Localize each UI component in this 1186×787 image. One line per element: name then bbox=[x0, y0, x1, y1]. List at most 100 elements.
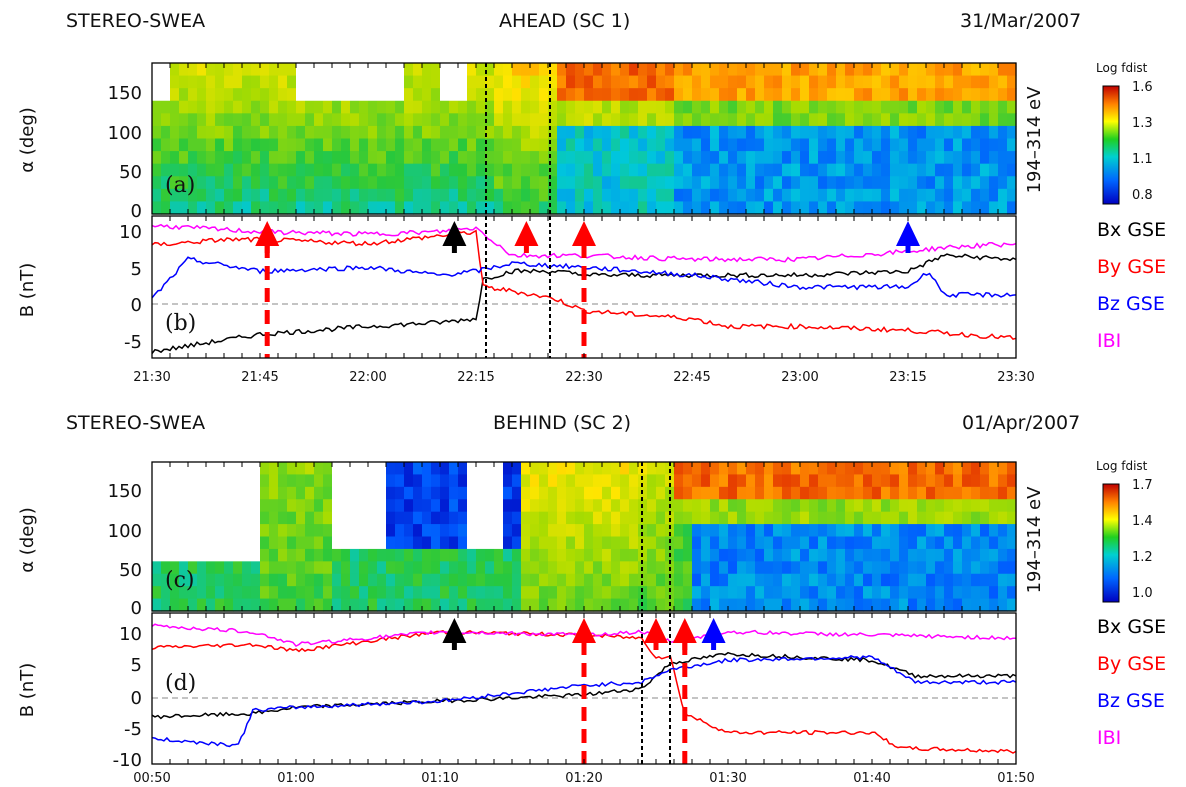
heatmap-c-cell-34-9 bbox=[458, 573, 468, 587]
heatmap-a-cell-30-6 bbox=[422, 138, 432, 152]
heatmap-a-cell-18-8 bbox=[314, 163, 324, 177]
heatmap-a-cell-88-8 bbox=[944, 163, 954, 177]
heatmap-c-cell-26-5 bbox=[386, 524, 396, 538]
heatmap-a-cell-41-3 bbox=[521, 100, 531, 114]
heatmap-a-cell-20-3 bbox=[332, 100, 342, 114]
heatmap-c-cell-39-3 bbox=[503, 499, 513, 513]
heatmap-c-cell-23-3 bbox=[359, 499, 369, 513]
heatmap-a-cell-39-6 bbox=[503, 138, 513, 152]
heatmap-a-cell-12-6 bbox=[260, 138, 270, 152]
heatmap-c-cell-53-10 bbox=[629, 586, 639, 600]
heatmap-c-cell-67-5 bbox=[755, 524, 765, 538]
heatmap-c-cell-15-1 bbox=[287, 474, 297, 488]
panel-b-arrow-3 bbox=[572, 221, 596, 246]
heatmap-c-cell-22-5 bbox=[350, 524, 360, 538]
heatmap-c-cell-9-8 bbox=[233, 561, 243, 575]
heatmap-a-cell-38-8 bbox=[494, 163, 504, 177]
heatmap-c-cell-24-1 bbox=[368, 474, 378, 488]
heatmap-a-cell-38-11 bbox=[494, 201, 504, 215]
heatmap-a-cell-82-0 bbox=[890, 63, 900, 77]
heatmap-a-cell-48-11 bbox=[584, 201, 594, 215]
heatmap-c-cell-89-10 bbox=[953, 586, 963, 600]
heatmap-a-cell-58-9 bbox=[674, 176, 684, 190]
heatmap-c-cell-37-2 bbox=[485, 486, 495, 500]
heatmap-c-cell-69-1 bbox=[773, 474, 783, 488]
heatmap-c-cell-11-5 bbox=[251, 524, 261, 538]
heatmap-a-cell-29-6 bbox=[413, 138, 423, 152]
heatmap-c-cell-3-6 bbox=[179, 536, 189, 550]
heatmap-a-cell-26-8 bbox=[386, 163, 396, 177]
heatmap-c-cell-69-4 bbox=[773, 511, 783, 525]
heatmap-c-cell-78-0 bbox=[854, 462, 864, 476]
heatmap-c-cell-38-5 bbox=[494, 524, 504, 538]
heatmap-a-cell-43-11 bbox=[539, 201, 549, 215]
heatmap-a-cell-91-1 bbox=[971, 75, 981, 89]
heatmap-c-cell-23-5 bbox=[359, 524, 369, 538]
heatmap-c-cell-7-8 bbox=[215, 561, 225, 575]
heatmap-a-cell-5-8 bbox=[197, 163, 207, 177]
heatmap-c-cell-9-0 bbox=[233, 462, 243, 476]
heatmap-a-cell-42-8 bbox=[530, 163, 540, 177]
heatmap-a-cell-94-8 bbox=[998, 163, 1008, 177]
heatmap-c-cell-48-7 bbox=[584, 548, 594, 562]
heatmap-c-cell-72-11 bbox=[800, 598, 810, 612]
heatmap-c-cell-11-8 bbox=[251, 561, 261, 575]
heatmap-c-cell-80-11 bbox=[872, 598, 882, 612]
heatmap-a-cell-24-11 bbox=[368, 201, 378, 215]
heatmap-a-cell-5-1 bbox=[197, 75, 207, 89]
heatmap-c-cell-80-1 bbox=[872, 474, 882, 488]
heatmap-a-cell-93-11 bbox=[989, 201, 999, 215]
heatmap-a-cell-59-7 bbox=[683, 151, 693, 165]
heatmap-c-cell-37-6 bbox=[485, 536, 495, 550]
heatmap-c-cell-56-10 bbox=[656, 586, 666, 600]
heatmap-c-cell-80-4 bbox=[872, 511, 882, 525]
heatmap-c-cell-15-2 bbox=[287, 486, 297, 500]
ytick-d-5: 5 bbox=[131, 655, 142, 676]
heatmap-a-cell-21-0 bbox=[341, 63, 351, 77]
heatmap-c-cell-77-8 bbox=[845, 561, 855, 575]
heatmap-c-cell-63-1 bbox=[719, 474, 729, 488]
heatmap-a-cell-44-7 bbox=[548, 151, 558, 165]
heatmap-a-cell-0-4 bbox=[152, 113, 162, 127]
panel-d-arrow-stem-3 bbox=[682, 642, 688, 650]
heatmap-c-cell-18-8 bbox=[314, 561, 324, 575]
heatmap-a-cell-87-7 bbox=[935, 151, 945, 165]
heatmap-c-cell-53-1 bbox=[629, 474, 639, 488]
heatmap-c-cell-32-6 bbox=[440, 536, 450, 550]
heatmap-a-cell-67-9 bbox=[755, 176, 765, 190]
heatmap-c-cell-14-0 bbox=[278, 462, 288, 476]
heatmap-a-cell-80-7 bbox=[872, 151, 882, 165]
heatmap-a-cell-95-10 bbox=[1007, 188, 1017, 203]
heatmap-c-cell-20-5 bbox=[332, 524, 342, 538]
heatmap-a-cell-12-8 bbox=[260, 163, 270, 177]
heatmap-a-cell-59-8 bbox=[683, 163, 693, 177]
heatmap-c-cell-87-9 bbox=[935, 573, 945, 587]
legend-b-bz: Bz GSE bbox=[1097, 293, 1165, 315]
heatmap-a-cell-64-10 bbox=[728, 188, 738, 203]
heatmap-a-cell-85-10 bbox=[917, 188, 927, 203]
heatmap-a-cell-91-4 bbox=[971, 113, 981, 127]
heatmap-a-cell-78-8 bbox=[854, 163, 864, 177]
heatmap-c-cell-84-7 bbox=[908, 548, 918, 562]
heatmap-c-cell-71-9 bbox=[791, 573, 801, 587]
heatmap-a-cell-75-10 bbox=[827, 188, 837, 203]
heatmap-c-cell-60-6 bbox=[692, 536, 702, 550]
heatmap-c-cell-77-7 bbox=[845, 548, 855, 562]
heatmap-c-cell-61-9 bbox=[701, 573, 711, 587]
heatmap-a-cell-59-0 bbox=[683, 63, 693, 77]
heatmap-a-cell-29-5 bbox=[413, 125, 423, 140]
heatmap-c-cell-53-2 bbox=[629, 486, 639, 500]
heatmap-c-cell-38-6 bbox=[494, 536, 504, 550]
heatmap-a-cell-53-7 bbox=[629, 151, 639, 165]
heatmap-c-cell-92-9 bbox=[980, 573, 990, 587]
heatmap-a-cell-71-2 bbox=[791, 88, 801, 102]
heatmap-a-cell-22-3 bbox=[350, 100, 360, 114]
heatmap-a-cell-80-3 bbox=[872, 100, 882, 114]
heatmap-c-cell-79-6 bbox=[863, 536, 873, 550]
heatmap-c-cell-35-4 bbox=[467, 511, 477, 525]
heatmap-a-cell-51-5 bbox=[611, 125, 621, 140]
heatmap-a-cell-54-5 bbox=[638, 125, 648, 140]
heatmap-a-cell-62-9 bbox=[710, 176, 720, 190]
heatmap-a-cell-32-6 bbox=[440, 138, 450, 152]
heatmap-a-cell-52-7 bbox=[620, 151, 630, 165]
